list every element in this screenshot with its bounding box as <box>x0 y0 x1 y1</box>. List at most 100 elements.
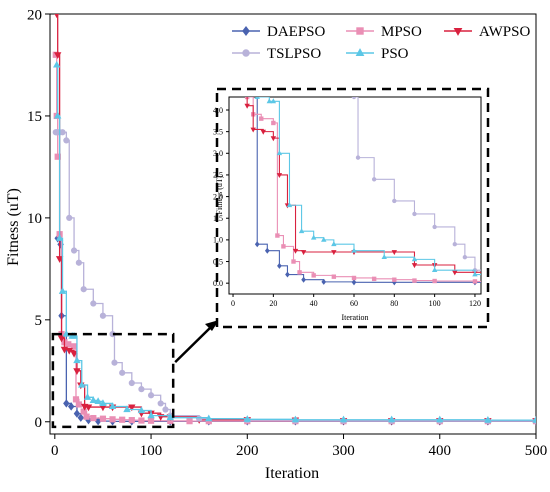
inset-point-awpso <box>391 250 398 256</box>
inset-point-daepso <box>277 262 282 269</box>
point-tslpso <box>63 137 70 144</box>
inset-point-mpso <box>412 278 417 283</box>
inset-point-daepso <box>264 247 270 254</box>
point-tslpso <box>70 247 78 254</box>
inset-point-pso <box>270 98 277 104</box>
point-awpso <box>73 368 81 375</box>
point-pso <box>484 415 492 423</box>
inset-x-tick-label: 40 <box>310 299 318 308</box>
point-daepso <box>67 402 75 411</box>
point-pso <box>243 415 251 422</box>
inset-point-pso <box>472 271 478 277</box>
legend-marker-mpso <box>356 27 364 35</box>
point-pso <box>532 415 536 423</box>
point-tslpso <box>162 406 169 413</box>
inset-point-tslpso <box>371 177 377 182</box>
x-tick-label: 100 <box>140 443 163 459</box>
point-tslpso <box>99 312 107 319</box>
inset-point-mpso <box>432 278 437 284</box>
inset-dashed-frame <box>215 87 490 329</box>
inset-y-tick-label: 4.0 <box>213 106 223 115</box>
inset-x-tick-label: 0 <box>231 299 235 308</box>
inset-point-mpso <box>275 233 280 238</box>
inset-y-tick-label: 2.0 <box>213 192 223 201</box>
point-pso <box>108 402 117 410</box>
inset-point-daepso <box>301 276 306 283</box>
inset-y-tick-label: 1.5 <box>213 214 223 223</box>
point-mpso <box>138 417 145 424</box>
inset-point-mpso <box>291 259 296 264</box>
inset-point-pso <box>298 228 305 234</box>
inset-y-tick-label: 3.5 <box>213 127 223 136</box>
x-tick-label: 200 <box>236 443 259 459</box>
point-pso <box>55 234 64 241</box>
point-mpso <box>99 415 107 422</box>
point-tslpso <box>90 300 97 307</box>
inset-y-axis-label: Fitness (uT) <box>215 175 224 214</box>
point-mpso <box>80 408 87 415</box>
inset-x-tick-label: 20 <box>269 299 277 308</box>
inset-point-tslpso <box>351 97 357 100</box>
inset-y-tick-label: 2.5 <box>213 171 223 180</box>
inset-point-pso <box>310 234 317 240</box>
legend-marker-pso <box>355 48 365 57</box>
point-tslpso <box>128 379 135 387</box>
point-mpso <box>72 396 80 403</box>
point-pso <box>70 331 78 339</box>
inset-point-pso <box>266 98 273 104</box>
point-pso <box>387 415 396 423</box>
x-tick-label: 0 <box>51 443 59 459</box>
point-mpso <box>147 417 155 424</box>
inset-point-awpso <box>452 270 458 276</box>
point-awpso <box>57 335 66 343</box>
inset-point-awpso <box>300 250 307 256</box>
point-pso <box>78 380 86 388</box>
point-pso <box>58 287 67 294</box>
inset-point-daepso <box>351 279 357 286</box>
inset-point-mpso <box>297 270 302 275</box>
point-pso <box>339 415 348 423</box>
point-mpso <box>65 341 72 348</box>
x-tick-label: 400 <box>429 443 452 459</box>
legend-label-pso: PSO <box>381 46 409 62</box>
point-pso <box>94 397 102 404</box>
y-tick-label: 0 <box>35 415 43 431</box>
inset-point-pso <box>254 97 260 99</box>
inset-point-awpso <box>331 250 337 256</box>
x-tick-label: 500 <box>525 443 548 459</box>
point-pso <box>73 356 81 364</box>
point-daepso <box>63 399 70 408</box>
axes-frame <box>49 13 537 435</box>
legend-marker-awpso <box>453 27 463 36</box>
inset-point-tslpso <box>412 211 417 217</box>
inset-point-awpso <box>250 127 256 133</box>
inset-point-mpso <box>392 277 397 282</box>
inset-point-tslpso <box>462 254 468 260</box>
inset-point-daepso <box>321 278 327 285</box>
x-tick-label: 300 <box>332 443 355 459</box>
inset-point-mpso <box>351 275 357 281</box>
inset-point-mpso <box>281 244 286 249</box>
inset-point-mpso <box>311 273 316 278</box>
y-tick-label: 15 <box>27 109 42 125</box>
point-pso <box>62 329 71 337</box>
point-mpso <box>90 414 97 422</box>
inset-point-mpso <box>472 279 478 284</box>
inset-point-daepso <box>285 271 290 278</box>
point-awpso <box>84 404 93 412</box>
inset-point-mpso <box>271 120 276 126</box>
point-daepso <box>73 409 81 418</box>
point-awpso <box>70 350 78 358</box>
point-mpso <box>83 413 90 420</box>
point-tslpso <box>138 386 145 393</box>
point-pso <box>89 396 98 403</box>
legend-label-awpso: AWPSO <box>479 24 530 40</box>
legend-label-tslpso: TSLPSO <box>267 46 321 62</box>
inset-x-tick-label: 120 <box>469 299 481 308</box>
point-awpso <box>128 404 136 412</box>
point-pso <box>166 413 175 421</box>
point-pso <box>53 111 62 119</box>
inset-point-mpso <box>331 274 337 279</box>
